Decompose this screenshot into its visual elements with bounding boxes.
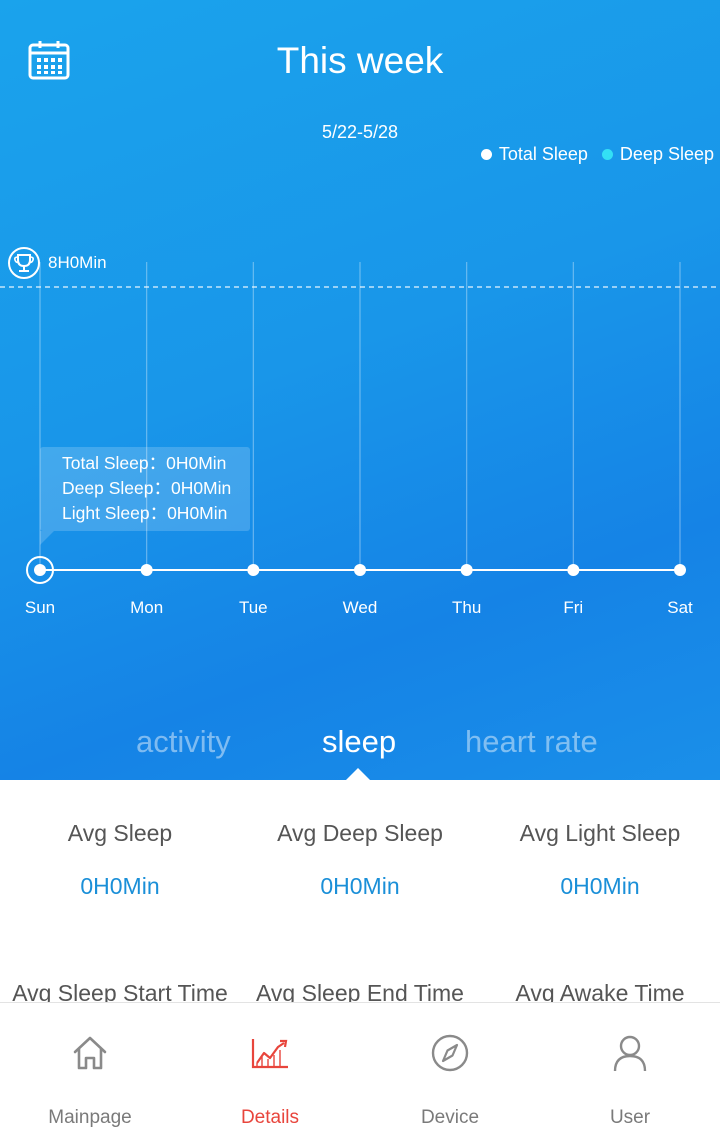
nav-details[interactable]: Details <box>180 1003 360 1134</box>
page-title: This week <box>276 40 444 81</box>
legend-dot-deep <box>601 149 613 160</box>
stat-label: Avg Sleep <box>67 820 173 846</box>
legend-dot-total <box>480 149 492 160</box>
goal-label: 8H0Min <box>48 253 107 272</box>
legend-total-sleep: Total Sleep <box>480 144 588 165</box>
sleep-chart[interactable] <box>0 0 720 640</box>
user-icon <box>613 1035 647 1072</box>
data-point-fri[interactable] <box>567 564 580 576</box>
data-point-wed[interactable] <box>354 564 366 576</box>
chart-icon <box>251 1039 288 1069</box>
nav-device[interactable]: Device <box>360 1003 540 1134</box>
calendar-button[interactable] <box>28 40 70 80</box>
selected-point-ring <box>26 556 54 584</box>
nav-label: Device <box>420 1107 480 1128</box>
chart-tooltip: Total Sleep：0H0Min Deep Sleep：0H0Min Lig… <box>40 447 250 545</box>
legend-deep-sleep: Deep Sleep <box>601 144 714 165</box>
tab-activity[interactable]: activity <box>136 724 231 759</box>
stat-avg-sleep-start-time: Avg Sleep Start Time <box>0 980 240 1002</box>
day-label-thu: Thu <box>452 598 482 617</box>
stat-label: Avg Sleep End Time <box>256 980 464 1002</box>
compass-icon <box>431 1034 469 1072</box>
day-label-wed: Wed <box>342 598 378 617</box>
data-point-tue[interactable] <box>247 564 260 576</box>
day-label-sun: Sun <box>24 598 56 617</box>
day-gridlines <box>39 262 681 570</box>
data-point-sun[interactable] <box>34 564 46 576</box>
stat-value: 0H0Min <box>80 873 160 899</box>
data-point-mon[interactable] <box>140 564 153 576</box>
tab-sleep[interactable]: sleep <box>322 724 397 759</box>
summary-panel: This week 5/22-5/28 Total Sleep Deep Sle… <box>0 0 720 780</box>
stat-avg-awake-time: Avg Awake Time <box>480 980 720 1002</box>
stat-label: Avg Sleep Start Time <box>12 980 228 1002</box>
trophy-icon <box>8 247 40 279</box>
legend-label-deep: Deep Sleep <box>619 144 714 164</box>
stat-label: Avg Deep Sleep <box>277 820 443 846</box>
tooltip-deep-sleep: Deep Sleep：0H0Min <box>62 478 232 498</box>
stat-avg-deep-sleep: Avg Deep Sleep 0H0Min <box>240 820 480 900</box>
legend-label-total: Total Sleep <box>498 144 588 164</box>
sleep-stats: Avg Sleep 0H0Min Avg Deep Sleep 0H0Min A… <box>0 780 720 1002</box>
bottom-navigation: Mainpage Details Device User <box>0 1002 720 1134</box>
data-point-thu[interactable] <box>460 564 473 576</box>
home-icon <box>73 1036 107 1070</box>
stat-label: Avg Light Sleep <box>519 820 681 846</box>
nav-label: Mainpage <box>48 1107 132 1128</box>
data-points <box>26 556 686 584</box>
stat-avg-light-sleep: Avg Light Sleep 0H0Min <box>480 820 720 900</box>
nav-label: Details <box>240 1107 300 1128</box>
date-range[interactable]: 5/22-5/28 <box>321 122 399 142</box>
chart-legend: Total Sleep Deep Sleep <box>480 144 714 165</box>
nav-user[interactable]: User <box>540 1003 720 1134</box>
tooltip-total-sleep: Total Sleep：0H0Min <box>62 453 227 473</box>
stat-label: Avg Awake Time <box>515 980 685 1002</box>
metric-tabs: activity sleep heart rate <box>0 718 720 780</box>
stat-avg-sleep-end-time: Avg Sleep End Time <box>240 980 480 1002</box>
nav-mainpage[interactable]: Mainpage <box>0 1003 180 1134</box>
stat-avg-sleep: Avg Sleep 0H0Min <box>0 820 240 900</box>
stat-value: 0H0Min <box>320 873 400 899</box>
calendar-icon <box>28 41 70 80</box>
day-label-mon: Mon <box>130 598 164 617</box>
tab-heart-rate[interactable]: heart rate <box>465 724 598 759</box>
day-label-tue: Tue <box>238 598 268 617</box>
sleep-goal: 8H0Min <box>7 246 107 280</box>
active-tab-indicator <box>346 768 370 780</box>
data-point-sat[interactable] <box>674 564 686 576</box>
stat-value: 0H0Min <box>560 873 640 899</box>
nav-label: User <box>609 1107 651 1128</box>
day-label-fri: Fri <box>563 598 584 617</box>
day-label-sat: Sat <box>667 598 693 617</box>
tooltip-light-sleep: Light Sleep：0H0Min <box>62 503 228 523</box>
